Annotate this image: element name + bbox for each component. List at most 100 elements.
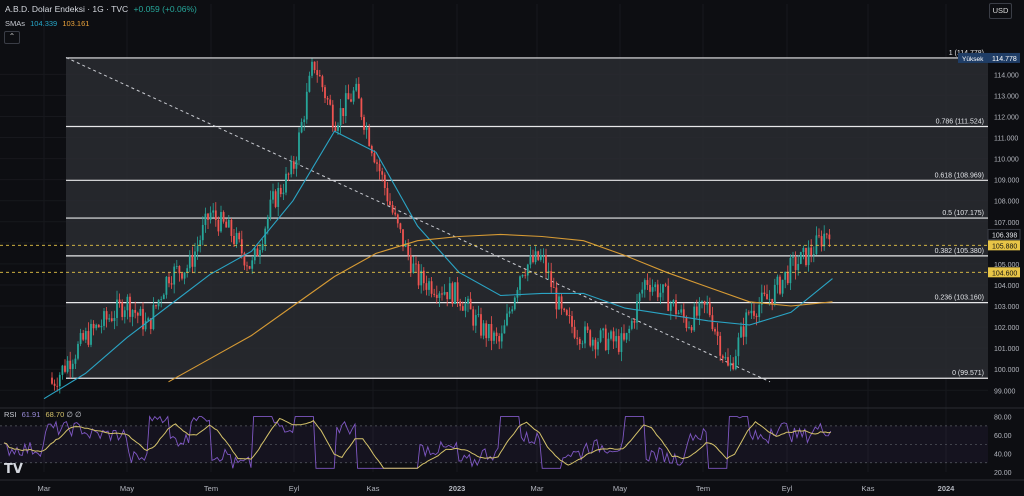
candle-body [97,324,100,328]
fib-label: 0.5 (107.175) [942,210,984,217]
rsi-value: 61.91 [21,410,41,419]
candle-body [238,232,241,240]
candle-body [607,338,610,351]
candle-body [474,315,477,326]
candle-body [773,284,776,305]
candle-body [753,310,755,316]
candle-body [394,212,397,215]
high-tag-box [958,52,988,63]
candle-body [654,284,657,288]
sma-legend[interactable]: SMAs 104.339 103.161 [5,19,89,28]
candle-body [357,83,360,99]
high-tag-label: Yüksek [962,56,984,63]
candle-body [711,315,714,330]
candle-body [441,293,443,295]
candle-body [591,339,594,346]
candle-body [682,309,685,318]
candle-body [82,333,85,340]
candle-body [768,298,771,300]
candle-body [794,257,797,271]
fibonacci-levels: 1 (114.778)0.786 (111.524)0.618 (108.969… [66,50,988,379]
candle-body [511,309,514,312]
candle-body [755,315,758,318]
candle-body [61,365,64,375]
candle-body [90,323,92,345]
candle-body [498,336,501,342]
candle-body [532,255,534,263]
candle-body [339,108,342,126]
candle-body [784,271,787,280]
candle-body [282,192,285,195]
candle-body [342,108,345,117]
sma-fast-value: 104.339 [30,19,58,28]
candle-body [66,360,69,372]
candle-body [617,336,620,352]
candle-body [71,363,74,369]
candle-body [373,153,376,163]
fib-label: 0.618 (108.969) [935,172,984,179]
candle-body [110,318,113,322]
candle-body [459,301,462,307]
candle-body [264,228,267,245]
candle-body [240,239,243,254]
candle-body [129,296,131,317]
candle-body [656,284,659,298]
candle-body [524,274,527,276]
candle-body [79,333,82,344]
high-price-value: 114.778 [992,56,1017,63]
candle-body [69,360,72,369]
candle-body [321,76,324,88]
candle-body [487,323,490,339]
candle-body [750,310,753,314]
time-tick: May [613,484,627,493]
candle-body [776,276,779,285]
candle-body [480,314,482,336]
candle-body [516,289,519,298]
candle-body [672,300,675,304]
candle-body [625,332,628,340]
candle-body [144,320,147,330]
candle-body [454,282,456,304]
candle-body [155,305,157,307]
candle-body [118,299,121,303]
collapse-legend-button[interactable]: ⌃ [4,31,20,44]
candle-body [610,331,612,339]
sma-slow-line [168,233,833,383]
candle-body [162,294,165,300]
candle-body [701,301,703,303]
candle-body [113,317,116,322]
candle-body [623,333,625,340]
symbol-title[interactable]: A.B.D. Dolar Endeksi · 1G · TVC [5,4,129,14]
candle-body [599,330,602,342]
candle-body [797,263,800,271]
rsi-legend[interactable]: RSI 61.91 68.70 ∅ ∅ [4,410,82,419]
fib-label: 0.786 (111.524) [936,118,984,125]
candle-body [581,343,584,345]
candle-body [529,255,532,265]
candle-body [500,333,503,342]
candle-body [92,323,95,329]
candle-body [482,323,485,336]
candle-body [391,204,394,213]
candle-body [355,83,358,91]
candle-body [636,301,638,323]
candle-body [261,244,264,250]
time-axis[interactable]: Mar May Tem Eyl Kas 2023 Mar May Tem Eyl Kas 2024 [0,479,1024,493]
candle-body [789,257,792,284]
candle-body [680,309,683,313]
candle-body [425,283,428,290]
candle-body [688,327,690,328]
currency-button[interactable]: USD [989,3,1012,19]
candle-body [274,191,277,207]
candle-body [212,210,215,213]
price-tag-box [987,228,1021,240]
candle-body [555,287,558,310]
high-price-box [988,52,1020,63]
candle-body [740,326,742,338]
candle-body [628,328,631,333]
candle-body [612,331,615,342]
rsi-pane[interactable]: 80.00 60.00 40.00 20.00 [0,407,1024,477]
candle-body [703,301,706,305]
candle-body [669,303,672,311]
